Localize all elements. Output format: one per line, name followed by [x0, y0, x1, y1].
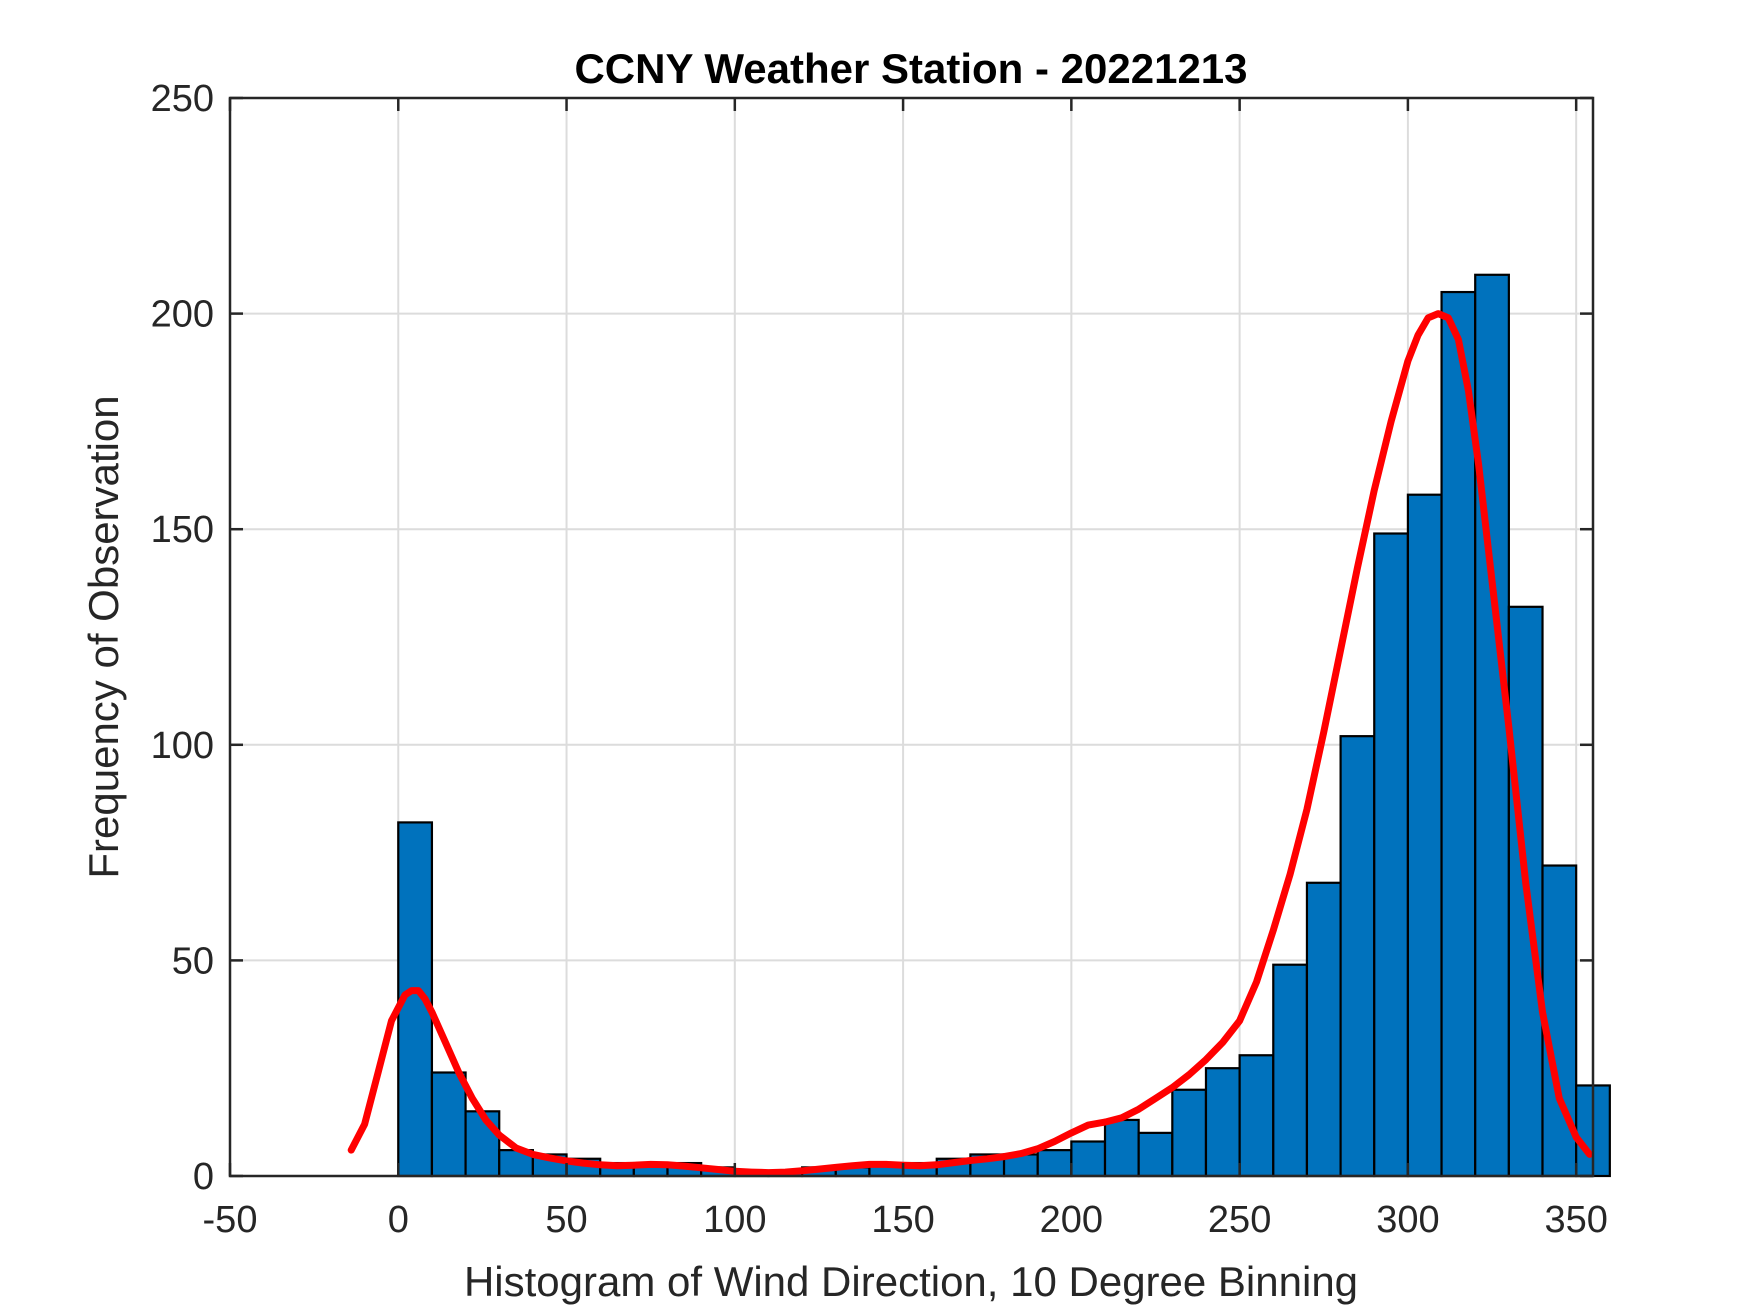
x-tick-label: 50 — [545, 1199, 587, 1241]
x-tick-labels: -50 0 50 100 150 200 250 300 350 — [203, 1199, 1608, 1241]
histogram-bar — [1171, 1088, 1208, 1178]
histogram-bar — [1036, 1149, 1073, 1178]
histogram-bar — [430, 1071, 467, 1178]
histogram-bar — [1137, 1131, 1174, 1178]
y-tick-label: 200 — [151, 294, 214, 336]
y-axis-label: Frequency of Observation — [80, 395, 127, 878]
y-tick-label: 50 — [172, 940, 214, 982]
axes-box — [228, 96, 1595, 1178]
histogram-bar — [1103, 1118, 1140, 1178]
histogram-bar — [1406, 493, 1443, 1178]
x-tick-label: 350 — [1544, 1199, 1607, 1241]
y-tick-label: 250 — [151, 78, 214, 120]
x-tick-label: 0 — [388, 1199, 409, 1241]
histogram-bar — [1373, 532, 1410, 1178]
chart-title: CCNY Weather Station - 20221213 — [574, 45, 1247, 92]
histogram-bar — [1440, 290, 1477, 1178]
y-tick-label: 150 — [151, 509, 214, 551]
x-tick-label: 150 — [871, 1199, 934, 1241]
fit-curve-line — [347, 310, 1594, 1177]
histogram-bars — [397, 273, 1611, 1178]
histogram-bar — [1474, 273, 1510, 1178]
x-tick-label: 200 — [1040, 1199, 1103, 1241]
x-tick-label: 250 — [1208, 1199, 1271, 1241]
tick-marks — [228, 96, 1593, 1178]
histogram-bar — [1305, 881, 1342, 1178]
y-tick-label: 100 — [151, 725, 214, 767]
histogram-bar — [1272, 963, 1309, 1178]
y-tick-labels: 0 50 100 150 200 250 — [151, 78, 214, 1198]
x-tick-label: 300 — [1376, 1199, 1439, 1241]
histogram-bar — [1238, 1054, 1275, 1178]
x-tick-label: -50 — [203, 1199, 258, 1241]
x-axis-label: Histogram of Wind Direction, 10 Degree B… — [464, 1258, 1358, 1305]
histogram-bar — [1070, 1140, 1107, 1178]
y-tick-label: 0 — [193, 1156, 214, 1198]
histogram-bar — [1204, 1067, 1241, 1178]
histogram-bar — [1339, 735, 1376, 1178]
x-tick-label: 100 — [703, 1199, 766, 1241]
